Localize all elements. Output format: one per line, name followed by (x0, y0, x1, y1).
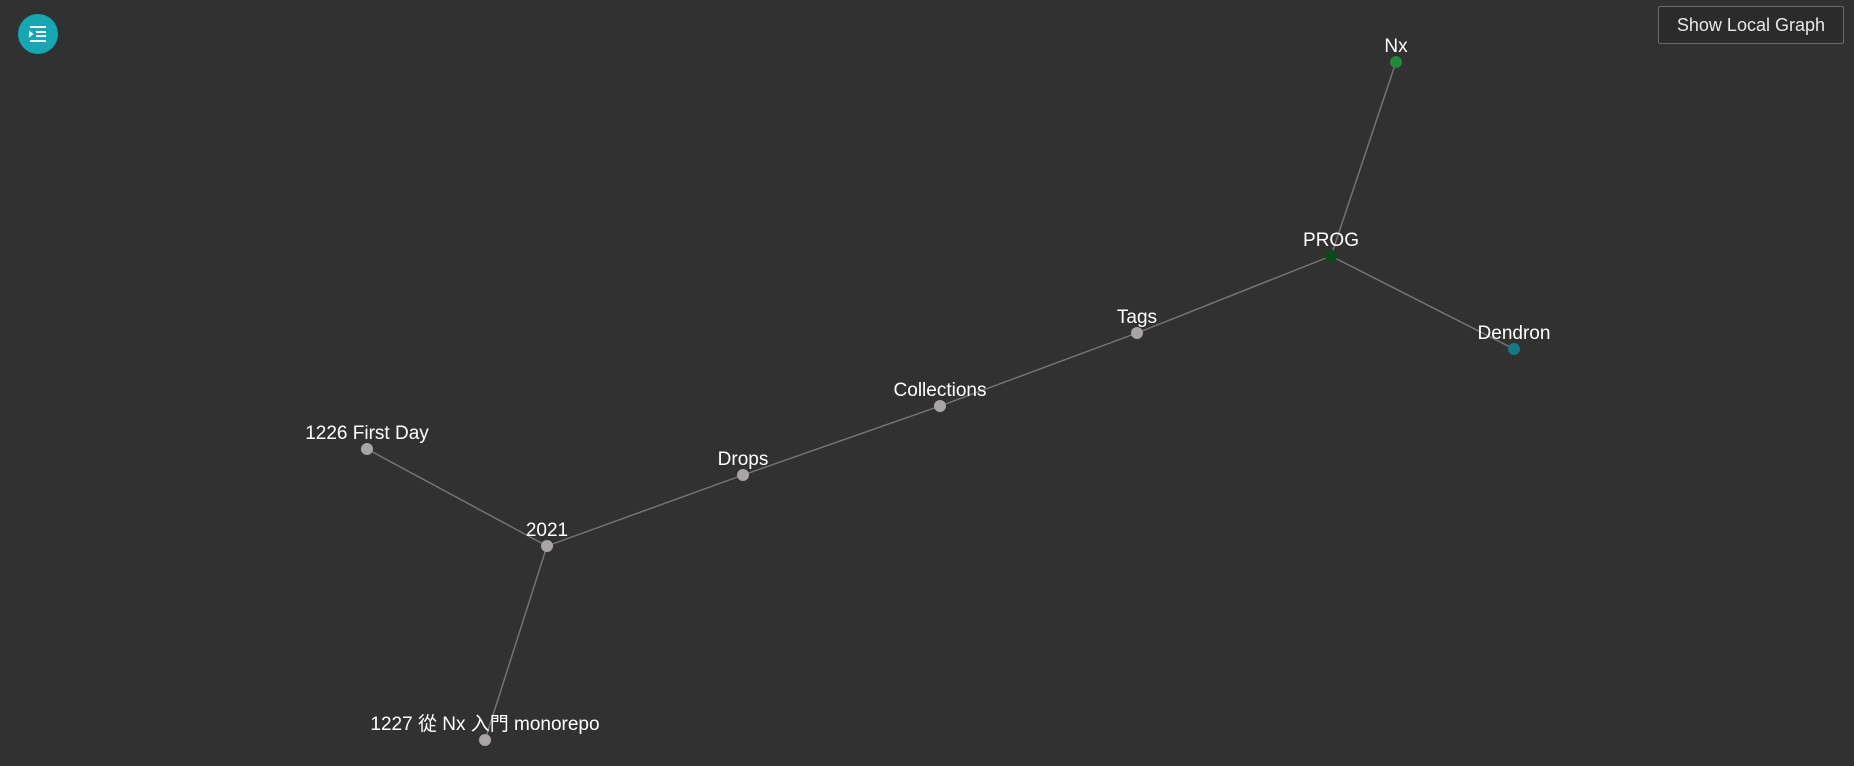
graph-edge-prog-tags (1136, 255, 1332, 334)
graph-edge-tags-collections (939, 332, 1138, 407)
graph-node-nx[interactable] (1390, 56, 1402, 68)
graph-node-tags[interactable] (1131, 327, 1143, 339)
graph-edge-y2021-monorepo (484, 545, 548, 741)
graph-node-label-dendron: Dendron (1478, 323, 1551, 344)
graph-node-label-prog: PROG (1303, 230, 1359, 251)
graph-node-monorepo[interactable] (479, 734, 491, 746)
graph-node-collections[interactable] (934, 400, 946, 412)
graph-edge-drops-y2021 (546, 474, 744, 547)
graph-edge-collections-drops (742, 405, 941, 476)
graph-node-label-drops: Drops (718, 449, 769, 470)
graph-node-y2021[interactable] (541, 540, 553, 552)
graph-node-firstday[interactable] (361, 443, 373, 455)
graph-node-label-firstday: 1226 First Day (305, 423, 429, 444)
graph-node-label-y2021: 2021 (526, 520, 568, 541)
list-indent-icon (29, 26, 46, 42)
graph-node-label-collections: Collections (894, 380, 987, 401)
graph-node-prog[interactable] (1325, 250, 1337, 262)
graph-node-dendron[interactable] (1508, 343, 1520, 355)
graph-node-drops[interactable] (737, 469, 749, 481)
graph-node-label-tags: Tags (1117, 307, 1157, 328)
graph-node-label-nx: Nx (1384, 36, 1408, 57)
menu-button[interactable] (18, 14, 58, 54)
graph-edge-prog-dendron (1330, 255, 1515, 350)
show-local-graph-button[interactable]: Show Local Graph (1657, 6, 1844, 44)
graph-edge-y2021-firstday (366, 448, 548, 547)
graph-edge-prog-nx (1330, 61, 1397, 257)
graph-node-label-monorepo: 1227 從 Nx 入門 monorepo (370, 713, 599, 735)
